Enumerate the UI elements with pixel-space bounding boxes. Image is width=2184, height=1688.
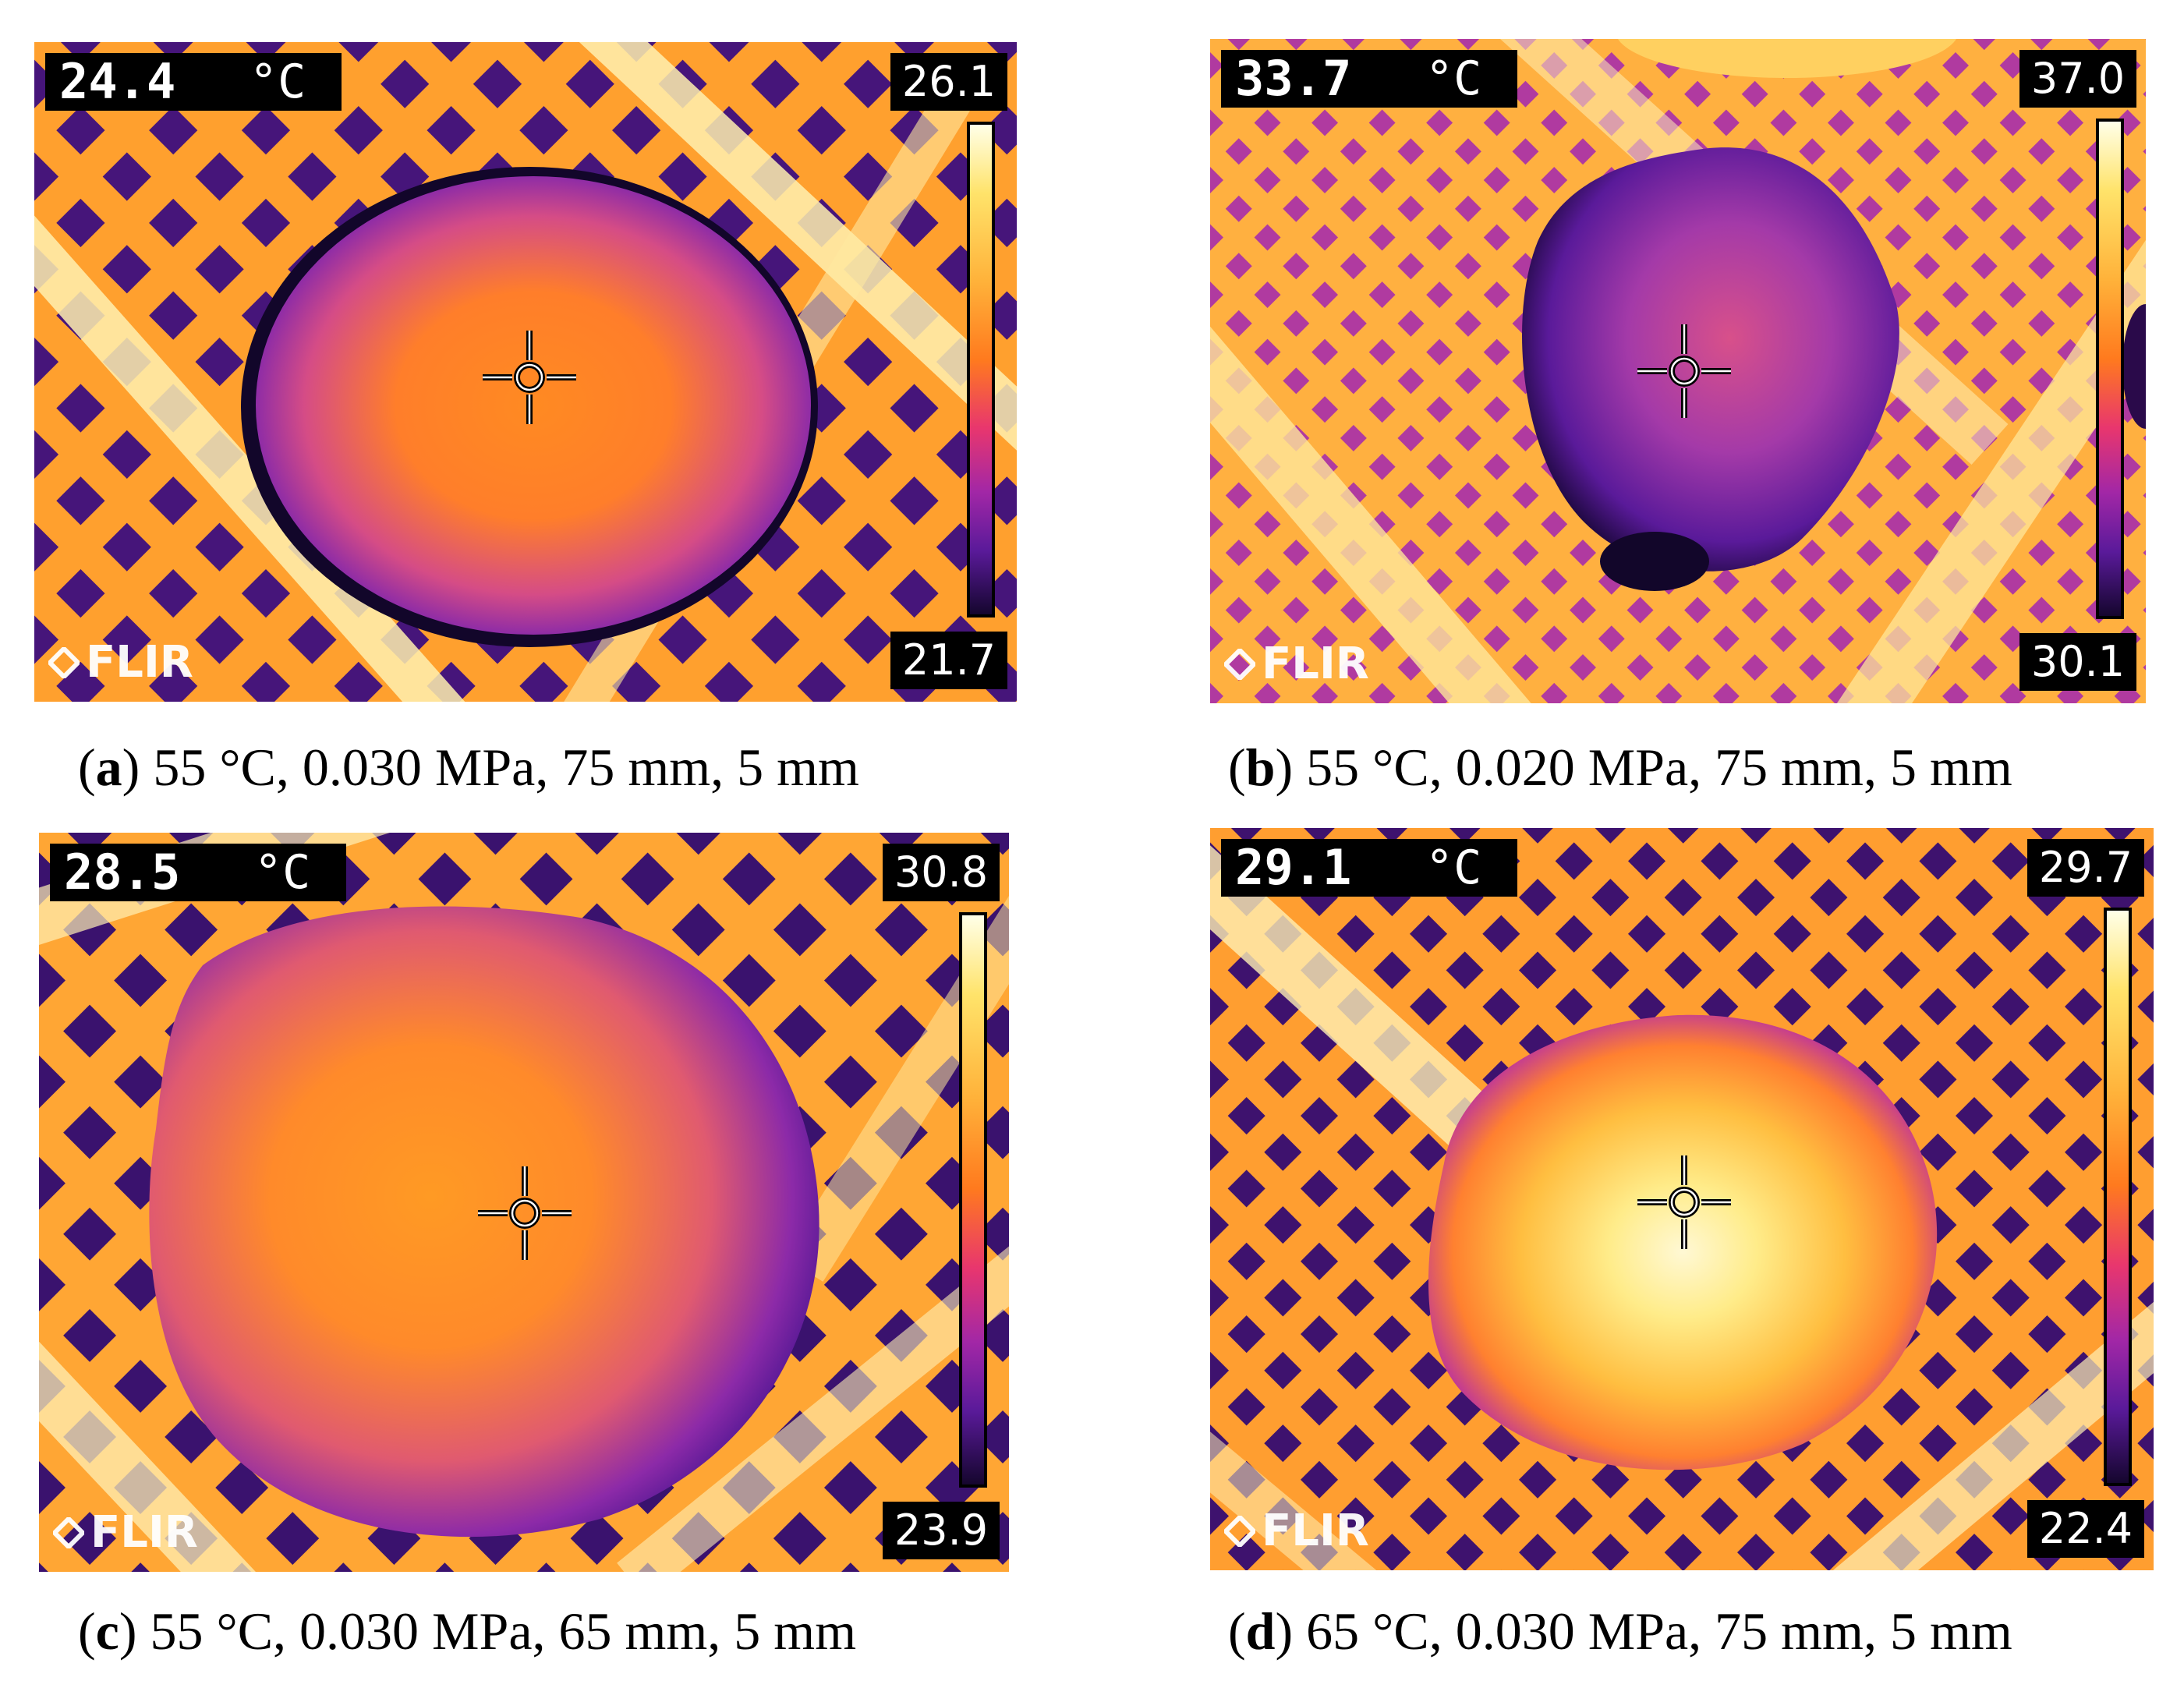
scale-max-label: 37.0	[2019, 50, 2136, 108]
temperature-value: 33.7	[1235, 50, 1352, 107]
caption-text: 55 °C, 0.030 MPa, 65 mm, 5 mm	[150, 1601, 857, 1661]
thermal-image-d: 29.1 °C 29.7 22.4 FLIR	[1210, 828, 2154, 1570]
caption-letter: d	[1245, 1601, 1276, 1661]
crosshair-icon	[1637, 1155, 1731, 1249]
temperature-unit: °C	[1425, 840, 1482, 895]
crosshair-icon	[483, 331, 576, 424]
temperature-readout: 29.1 °C	[1221, 839, 1517, 897]
thermal-image-b: 33.7 °C 37.0 30.1 FLIR	[1210, 39, 2146, 703]
flir-logo-text: FLIR	[90, 1507, 198, 1558]
flir-diamond-icon	[53, 1517, 84, 1548]
caption-b: (b) 55 °C, 0.020 MPa, 75 mm, 5 mm	[1228, 738, 2012, 797]
caption-letter: c	[95, 1601, 119, 1661]
flir-logo: FLIR	[53, 1508, 198, 1558]
caption-text: 55 °C, 0.020 MPa, 75 mm, 5 mm	[1306, 738, 2012, 797]
thermal-scene-c	[39, 833, 1009, 1572]
flir-logo: FLIR	[48, 638, 193, 688]
temperature-unit: °C	[250, 55, 306, 109]
flir-logo-text: FLIR	[1262, 639, 1369, 689]
caption-letter: a	[95, 738, 122, 797]
crosshair-icon	[1637, 324, 1731, 418]
caption-text: 65 °C, 0.030 MPa, 75 mm, 5 mm	[1306, 1601, 2012, 1661]
color-scale-bar	[2096, 119, 2124, 619]
flir-logo: FLIR	[1224, 1506, 1369, 1556]
flir-diamond-icon	[48, 647, 80, 678]
caption-a: (a) 55 °C, 0.030 MPa, 75 mm, 5 mm	[78, 738, 859, 797]
temperature-value: 29.1	[1235, 839, 1352, 896]
temperature-unit: °C	[254, 845, 311, 900]
temperature-readout: 28.5 °C	[50, 844, 346, 901]
caption-text: 55 °C, 0.030 MPa, 75 mm, 5 mm	[153, 738, 859, 797]
color-scale-bar	[959, 912, 987, 1488]
temperature-value: 28.5	[64, 844, 181, 901]
scale-max-label: 26.1	[890, 53, 1007, 111]
thermal-image-c: 28.5 °C 30.8 23.9 FLIR	[39, 833, 1009, 1572]
crosshair-icon	[478, 1166, 572, 1260]
scale-min-label: 22.4	[2027, 1500, 2144, 1558]
scale-min-label: 21.7	[890, 632, 1007, 689]
flir-diamond-icon	[1224, 1516, 1255, 1547]
flir-logo-text: FLIR	[86, 637, 193, 688]
temperature-readout: 33.7 °C	[1221, 50, 1517, 108]
temperature-unit: °C	[1425, 51, 1482, 106]
caption-c: (c) 55 °C, 0.030 MPa, 65 mm, 5 mm	[78, 1601, 857, 1661]
flir-logo-text: FLIR	[1262, 1506, 1369, 1556]
color-scale-bar	[2104, 908, 2132, 1486]
scale-max-label: 30.8	[883, 844, 1000, 901]
caption-d: (d) 65 °C, 0.030 MPa, 75 mm, 5 mm	[1228, 1601, 2012, 1661]
caption-letter: b	[1245, 738, 1276, 797]
thermal-image-a: 24.4 °C 26.1 21.7 FLIR	[34, 42, 1017, 702]
scale-min-label: 23.9	[883, 1502, 1000, 1559]
temperature-value: 24.4	[59, 53, 176, 110]
scale-min-label: 30.1	[2019, 633, 2136, 691]
flir-diamond-icon	[1224, 649, 1255, 680]
scale-max-label: 29.7	[2027, 839, 2144, 897]
thermal-scene-b	[1210, 39, 2146, 703]
temperature-readout: 24.4 °C	[45, 53, 342, 111]
flir-logo: FLIR	[1224, 639, 1369, 689]
color-scale-bar	[967, 122, 995, 618]
